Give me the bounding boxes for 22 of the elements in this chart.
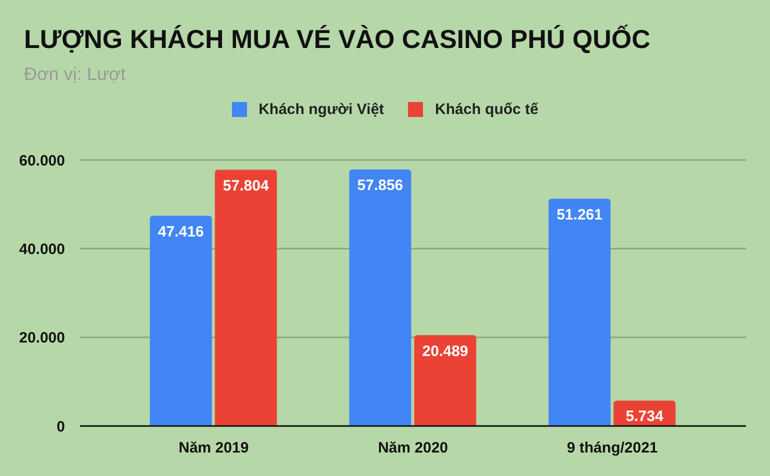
data-label: 57.856 [357,177,404,194]
y-tick-label: 0 [56,418,65,436]
data-label: 51.261 [556,206,602,224]
y-tick-label: 40.000 [19,240,65,258]
chart-subtitle: Đơn vị: Lượt [24,64,126,85]
y-tick-label: 20.000 [19,330,65,347]
legend-label: Khách người Việt [258,101,384,118]
chart-title: LƯỢNG KHÁCH MUA VÉ VÀO CASINO PHÚ QUỐC [24,24,650,55]
bar [150,216,212,426]
bar [214,170,277,426]
bar [349,170,412,426]
data-label: 57.804 [222,177,270,194]
x-tick-label: Năm 2020 [378,440,448,457]
y-tick-label: 60.000 [19,152,65,170]
bar [548,198,611,426]
data-label: 20.489 [422,342,468,360]
x-tick-label: Năm 2019 [178,440,249,457]
bar [414,335,476,426]
legend-label: Khách quốc tế [435,101,538,118]
x-tick-label: 9 tháng/2021 [566,440,658,457]
data-label: 5.734 [626,408,664,426]
data-label: 47.416 [158,223,204,240]
